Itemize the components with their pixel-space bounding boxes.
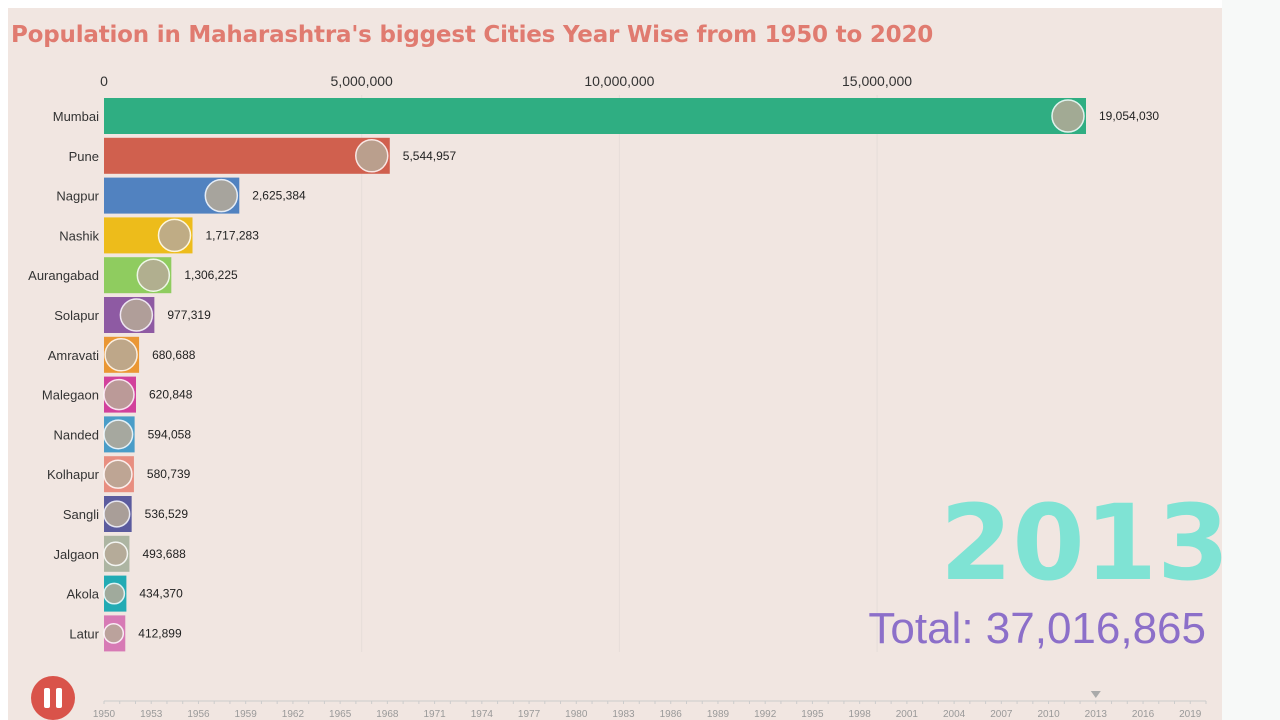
- timeline-year-label: 2016: [1132, 709, 1155, 720]
- category-label: Akola: [66, 587, 99, 602]
- timeline-year-label: 1953: [140, 709, 163, 720]
- value-label: 5,544,957: [403, 149, 457, 163]
- timeline-year-label: 2010: [1037, 709, 1060, 720]
- timeline-year-label: 1974: [471, 709, 494, 720]
- value-label: 1,717,283: [206, 228, 260, 242]
- city-image-icon: [1051, 99, 1085, 133]
- category-label: Malegaon: [42, 388, 99, 403]
- value-label: 1,306,225: [184, 268, 238, 282]
- category-label: Pune: [69, 149, 99, 164]
- value-label: 493,688: [142, 547, 186, 561]
- x-tick-label: 15,000,000: [842, 73, 912, 89]
- timeline-year-label: 1971: [423, 709, 446, 720]
- timeline-year-label: 1998: [849, 709, 872, 720]
- bar: [104, 137, 390, 174]
- city-image-icon: [103, 500, 131, 528]
- category-label: Jalgaon: [53, 547, 99, 562]
- x-tick-label: 10,000,000: [584, 73, 654, 89]
- city-image-icon: [204, 178, 239, 213]
- category-label: Solapur: [54, 308, 99, 323]
- category-label: Nanded: [53, 427, 99, 442]
- city-image-icon: [136, 258, 171, 292]
- value-label: 680,688: [152, 348, 196, 362]
- total-population-label: Total: 37,016,865: [868, 604, 1206, 653]
- value-label: 594,058: [148, 427, 192, 441]
- value-label: 536,529: [145, 507, 189, 521]
- current-year-label: 2013: [940, 482, 1230, 604]
- timeline-year-label: 2007: [990, 709, 1013, 720]
- timeline-year-label: 1950: [93, 709, 116, 720]
- timeline-year-label: 1959: [235, 709, 258, 720]
- chart-title: Population in Maharashtra's biggest Citi…: [11, 22, 934, 48]
- city-image-icon: [103, 582, 126, 605]
- timeline-year-label: 1992: [754, 709, 777, 720]
- timeline-year-label: 2013: [1085, 709, 1108, 720]
- category-label: Kolhapur: [47, 467, 100, 482]
- x-axis-ticks: 0 5,000,000 10,000,000 15,000,000: [100, 73, 912, 89]
- timeline-year-label: 1983: [612, 709, 635, 720]
- category-label: Amravati: [48, 348, 99, 363]
- timeline-year-label: 1980: [565, 709, 588, 720]
- value-label: 434,370: [139, 587, 183, 601]
- category-label: Nashik: [59, 228, 99, 243]
- pause-icon: [44, 688, 62, 708]
- category-label: Aurangabad: [28, 268, 99, 283]
- category-label: Sangli: [63, 507, 99, 522]
- city-image-icon: [104, 338, 138, 372]
- timeline-year-label: 2001: [896, 709, 919, 720]
- value-label: 620,848: [149, 388, 193, 402]
- value-label: 412,899: [138, 626, 182, 640]
- timeline-axis[interactable]: 1950 1953 1956 1959 1962 1965 1968 1971 1974 1977…: [93, 691, 1207, 720]
- bar: [104, 98, 1086, 134]
- timeline-year-label: 1968: [376, 709, 399, 720]
- category-label: Nagpur: [56, 189, 99, 204]
- timeline-year-label: 1962: [282, 709, 305, 720]
- city-image-icon: [355, 139, 389, 173]
- x-tick-label: 0: [100, 73, 108, 89]
- city-image-icon: [157, 218, 192, 253]
- timeline-year-label: 1989: [707, 709, 730, 720]
- city-image-icon: [103, 378, 135, 411]
- bars: Mumbai 19,054,030 Pune 5,544,957 Nagpur 2,625…: [28, 98, 1159, 652]
- category-label: Latur: [69, 626, 99, 641]
- x-tick-label: 5,000,000: [331, 73, 393, 89]
- timeline-year-label: 2004: [943, 709, 966, 720]
- right-margin: [1222, 0, 1280, 720]
- city-image-icon: [119, 298, 154, 332]
- value-label: 2,625,384: [252, 189, 306, 203]
- timeline-year-label: 2019: [1179, 709, 1202, 720]
- grid-lines: [361, 95, 878, 652]
- city-image-icon: [103, 541, 129, 567]
- timeline-year-label: 1995: [801, 709, 824, 720]
- timeline-year-label: 1965: [329, 709, 352, 720]
- timeline-year-label: 1977: [518, 709, 541, 720]
- value-label: 19,054,030: [1099, 109, 1159, 123]
- city-image-icon: [103, 623, 125, 644]
- value-label: 977,319: [167, 308, 211, 322]
- triangle-down-icon: [1090, 691, 1101, 698]
- category-label: Mumbai: [53, 109, 99, 124]
- play-pause-button[interactable]: [31, 676, 75, 720]
- value-label: 580,739: [147, 467, 191, 481]
- timeline-year-label: 1956: [187, 709, 210, 720]
- city-image-icon: [103, 419, 134, 450]
- timeline-year-label: 1986: [660, 709, 683, 720]
- city-image-icon: [103, 459, 133, 489]
